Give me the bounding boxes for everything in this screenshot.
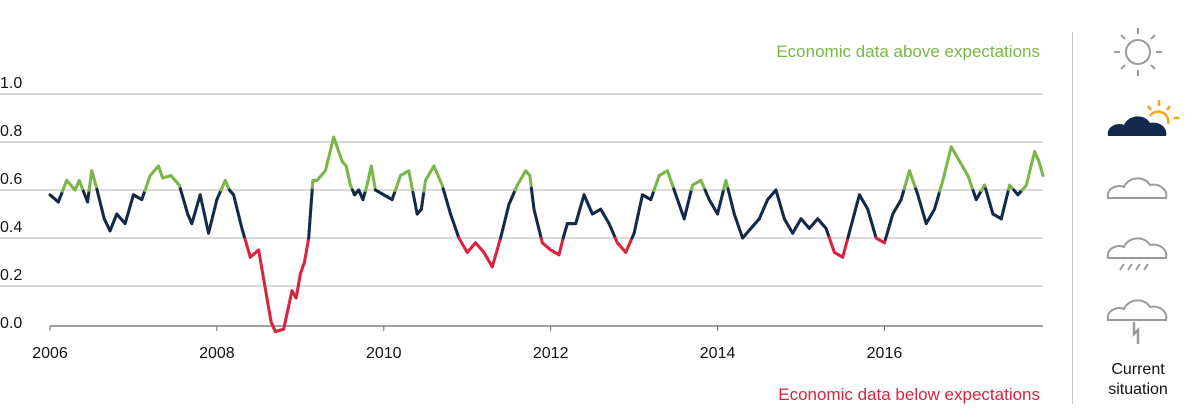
y-tick-label: 1.0 — [0, 75, 22, 92]
x-tick-label: 2008 — [199, 345, 235, 362]
cloud-icon — [1090, 160, 1186, 216]
x-tick-label: 2006 — [32, 345, 68, 362]
rain-cloud-icon — [1090, 224, 1186, 280]
x-tick-label: 2010 — [366, 345, 402, 362]
y-tick-label: 0.6 — [0, 171, 22, 188]
current-situation-label: Current situation — [1108, 361, 1168, 398]
x-tick-label: 2014 — [700, 345, 736, 362]
series-line — [48, 135, 1045, 334]
above-expectations-label: Economic data above expectations — [776, 42, 1040, 61]
y-tick-label: 0.4 — [0, 219, 22, 236]
x-axis: 2006 2008 2010 2012 2014 2016 — [32, 325, 1043, 362]
legend-divider — [1072, 32, 1073, 404]
line-chart: 1.00.80.60.40.20.0 2006 2008 2010 2012 2014 2… — [0, 75, 1045, 362]
below-expectations-label: Economic data below expectations — [778, 385, 1040, 404]
cloud-sun-icon — [1090, 96, 1186, 152]
y-tick-label: 0.2 — [0, 267, 22, 284]
x-tick-label: 2012 — [533, 345, 569, 362]
sun-icon — [1090, 24, 1186, 80]
y-tick-label: 0.0 — [0, 315, 22, 332]
storm-cloud-icon — [1090, 290, 1186, 346]
gridlines — [0, 93, 1043, 287]
x-tick-label: 2016 — [867, 345, 903, 362]
y-tick-label: 0.8 — [0, 123, 22, 140]
series-segment — [1040, 172, 1045, 178]
y-axis-ticks: 1.0 0.8 0.6 0.4 0.2 0.0 — [0, 75, 22, 332]
